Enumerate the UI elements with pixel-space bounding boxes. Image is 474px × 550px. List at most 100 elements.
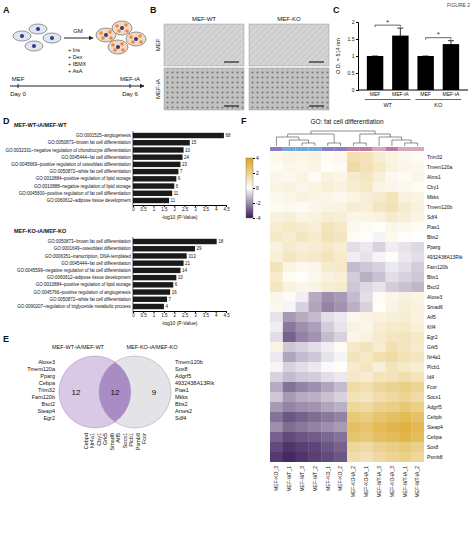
cell (270, 332, 283, 342)
go-term: GO:0001525~angiogenesis (76, 133, 132, 138)
cell (360, 372, 373, 382)
plot (270, 152, 424, 462)
cell (108, 40, 128, 54)
cell (373, 412, 386, 422)
cell (398, 282, 411, 292)
cell (309, 382, 322, 392)
cell (411, 432, 424, 442)
plot (133, 133, 224, 203)
cell (321, 302, 334, 312)
cell (270, 242, 283, 252)
row-label: Bscl2 (427, 284, 439, 290)
scale-bar (309, 62, 324, 63)
cell (347, 402, 360, 412)
cell (321, 402, 334, 412)
go-term: GO:0060612~adipose tissue development (47, 275, 132, 280)
cell (386, 252, 399, 262)
row-label: Tmem120a (427, 164, 453, 170)
tick-label: 0 (132, 207, 135, 212)
gene: Tmem120a (27, 366, 56, 372)
cell (270, 352, 283, 362)
tick-label: 1.5 (161, 207, 168, 212)
tick-label: 2.5 (182, 313, 189, 318)
cell (334, 162, 347, 172)
column-label: MEF-KO-iA_2 (350, 466, 356, 497)
lipid-droplet (129, 35, 133, 39)
cell (411, 162, 424, 172)
cell (411, 402, 424, 412)
group-bar (373, 147, 386, 151)
bar (417, 56, 433, 90)
color-bar (246, 158, 253, 218)
cell (360, 442, 373, 452)
lipid-droplet (111, 43, 115, 47)
cell (386, 302, 399, 312)
cell (321, 412, 334, 422)
go-term: GO:0090207~regulation of triglyceride me… (17, 304, 131, 309)
cell (309, 222, 322, 232)
row-label: Klf4 (427, 324, 436, 330)
bar (133, 176, 176, 181)
tick: 1 (153, 311, 156, 318)
data-label: 18 (218, 239, 224, 244)
row-label: Grk5 (427, 344, 438, 350)
tick-mark (356, 22, 358, 23)
label: MEF (155, 38, 161, 51)
go-term: GO:0006351~transcription, DNA-templated (45, 254, 132, 259)
cell (347, 202, 360, 212)
lipid-droplet (113, 48, 117, 52)
timeline (10, 86, 144, 87)
cell (386, 182, 399, 192)
cell (296, 252, 309, 262)
group-bar (360, 147, 373, 151)
cell (283, 352, 296, 362)
cell (411, 192, 424, 202)
bar (443, 44, 459, 90)
cell (347, 152, 360, 162)
gene: Grk5 (102, 433, 108, 445)
cell (321, 312, 334, 322)
venn-count: 12 (72, 388, 81, 397)
y-axis-line (132, 131, 133, 205)
cell (411, 412, 424, 422)
plot (367, 28, 459, 90)
axis-line (133, 312, 226, 314)
cell (411, 422, 424, 432)
cell (309, 402, 322, 412)
cell (283, 222, 296, 232)
nucleus (36, 27, 40, 31)
tick-label: -4 (256, 215, 261, 221)
cell (386, 272, 399, 282)
cell (347, 382, 360, 392)
cell (386, 222, 399, 232)
row-label: Alms1 (427, 174, 441, 180)
group-bar (321, 147, 334, 151)
tick: 2.5 (182, 205, 189, 212)
cell (411, 152, 424, 162)
data-label: 11 (171, 198, 176, 203)
label: + Ins (68, 47, 80, 53)
cell (360, 282, 373, 292)
row-label: Bbs1 (427, 274, 439, 280)
cell (334, 292, 347, 302)
cell (309, 182, 322, 192)
nucleus (20, 34, 24, 38)
tick: 2.5 (182, 311, 189, 318)
tick-label: 2 (174, 207, 177, 212)
group-bar (296, 147, 309, 151)
cell (270, 232, 283, 242)
chart-title: GO: fat cell differentiation (310, 118, 384, 125)
cell (386, 212, 399, 222)
tick: 1.5 (161, 205, 168, 212)
cell (373, 452, 386, 462)
gene: Adgrf5 (175, 373, 191, 379)
cell (334, 242, 347, 252)
cell (296, 352, 309, 362)
tick-mark (356, 39, 358, 40)
cell (321, 162, 334, 172)
panel-letter: D (3, 116, 10, 126)
cell (347, 452, 360, 462)
plot (133, 239, 217, 309)
cell (270, 282, 283, 292)
cell (309, 232, 322, 242)
